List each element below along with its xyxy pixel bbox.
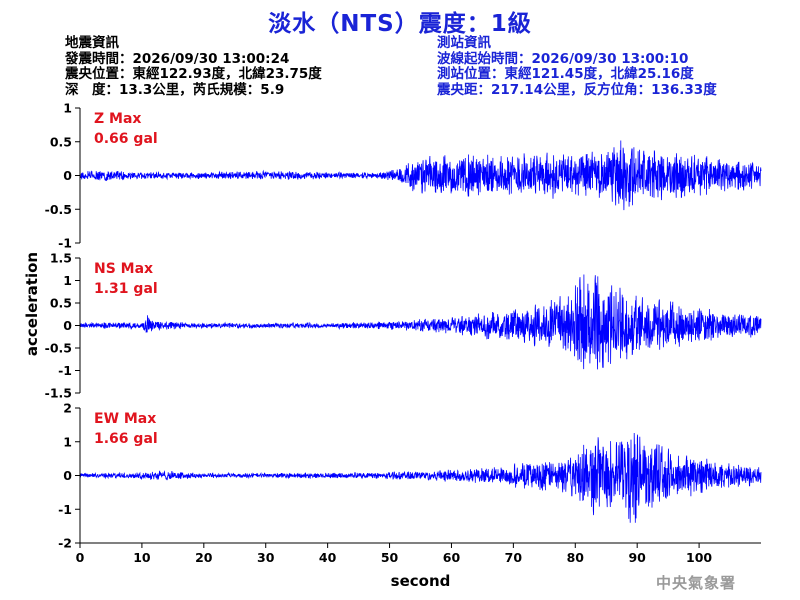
station-location: 測站位置：東經121.45度，北緯25.16度: [437, 66, 694, 82]
y-tick-label: -0.5: [45, 202, 72, 217]
epicentral-distance: 震央距：217.14公里，反方位角：136.33度: [437, 81, 717, 98]
component-label: Z Max: [94, 111, 141, 127]
x-tick-label: 50: [381, 550, 399, 565]
waveform-trace: [79, 274, 762, 370]
y-tick-label: 2: [63, 401, 72, 416]
station-info: 測站資訊 波線起始時間：2026/09/30 13:00:10 測站位置：東經1…: [437, 35, 717, 98]
x-tick-label: 20: [195, 550, 213, 565]
wave-start-time: 波線起始時間：2026/09/30 13:00:10: [437, 50, 689, 67]
component-label: EW Max: [94, 411, 156, 427]
y-tick-label: 1: [63, 101, 72, 116]
panel-1: -1 -0.5 0 0.5 1 Z Max 0.66 gal: [45, 101, 762, 251]
y-tick-label: 0.5: [50, 296, 72, 311]
agency-credit: 中央氣象署: [656, 574, 737, 592]
panel-2: -1.5 -1 -0.5 0 0.5 1 1.5 NS Max 1.31 gal: [45, 251, 762, 401]
origin-time: 發震時間：2026/09/30 13:00:24: [65, 50, 290, 67]
x-tick-label: 40: [319, 550, 337, 565]
y-tick-label: 0: [63, 318, 72, 333]
y-tick-label: 0.5: [50, 134, 72, 149]
epicenter: 震央位置：東經122.93度，北緯23.75度: [65, 66, 322, 82]
y-tick-label: -1.5: [45, 386, 72, 401]
page-title: 淡水（NTS）震度：1級: [268, 11, 532, 37]
earthquake-info: 地震資訊 發震時間：2026/09/30 13:00:24 震央位置：東經122…: [65, 35, 322, 98]
depth-magnitude: 深 度：13.3公里，芮氏規模：5.9: [65, 81, 285, 98]
waveform-trace: [79, 140, 762, 211]
x-tick-label: 60: [443, 550, 461, 565]
y-tick-label: 1: [63, 434, 72, 449]
x-axis-title: second: [391, 572, 451, 590]
component-label: NS Max: [94, 261, 153, 277]
y-tick-label: 0: [63, 468, 72, 483]
y-tick-label: 1.5: [50, 251, 72, 266]
x-tick-label: 70: [505, 550, 523, 565]
max-value-label: 0.66 gal: [94, 131, 158, 147]
x-tick-label: 90: [628, 550, 646, 565]
max-value-label: 1.66 gal: [94, 431, 158, 447]
waveform-trace: [79, 432, 762, 523]
x-tick-label: 80: [567, 550, 585, 565]
max-value-label: 1.31 gal: [94, 281, 158, 297]
station-info-heading: 測站資訊: [437, 35, 491, 51]
y-tick-label: -1: [58, 236, 72, 251]
y-axis-title: acceleration: [23, 252, 41, 356]
y-tick-label: -1: [58, 363, 72, 378]
x-tick-label: 30: [257, 550, 275, 565]
y-tick-label: -0.5: [45, 341, 72, 356]
earthquake-info-heading: 地震資訊: [65, 35, 119, 51]
x-tick-label: 0: [76, 550, 85, 565]
x-tick-label: 10: [133, 550, 151, 565]
panel-3: -2 -1 0 1 2 EW Max 1.66 gal: [58, 401, 762, 551]
y-tick-label: -1: [58, 502, 72, 517]
y-tick-label: 1: [63, 273, 72, 288]
y-tick-label: -2: [58, 536, 72, 551]
x-tick-label: 100: [686, 550, 712, 565]
y-tick-label: 0: [63, 168, 72, 183]
